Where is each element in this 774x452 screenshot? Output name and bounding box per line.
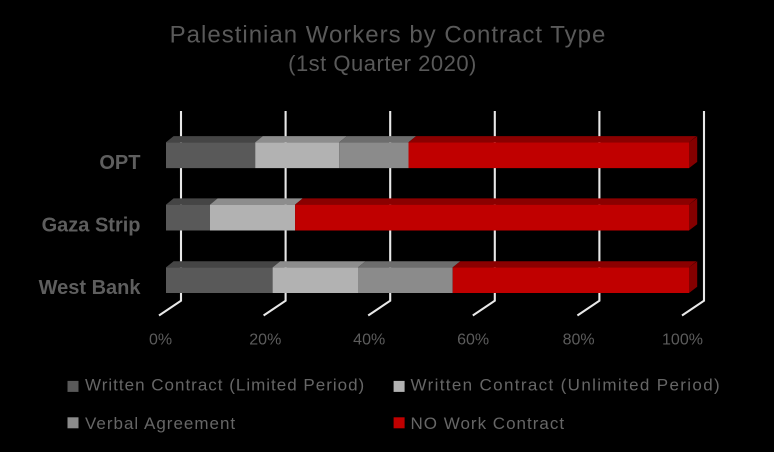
svg-text:100%: 100% bbox=[662, 332, 703, 349]
svg-text:Written Contract (Limited Peri: Written Contract (Limited Period) bbox=[85, 376, 365, 395]
svg-text:West Bank: West Bank bbox=[39, 277, 142, 299]
svg-text:40%: 40% bbox=[353, 332, 385, 349]
svg-text:Verbal Agreement: Verbal Agreement bbox=[85, 414, 236, 433]
svg-text:Written Contract (Unlimited Pe: Written Contract (Unlimited Period) bbox=[411, 376, 722, 395]
svg-text:(1st Quarter 2020): (1st Quarter 2020) bbox=[288, 51, 477, 76]
svg-text:Gaza Strip: Gaza Strip bbox=[42, 215, 141, 237]
svg-text:0%: 0% bbox=[149, 332, 172, 349]
svg-text:NO Work Contract: NO Work Contract bbox=[411, 414, 566, 433]
svg-text:Palestinian Workers by Contrac: Palestinian Workers by Contract Type bbox=[170, 21, 607, 48]
svg-text:60%: 60% bbox=[457, 332, 489, 349]
svg-text:80%: 80% bbox=[563, 332, 595, 349]
svg-text:20%: 20% bbox=[249, 332, 281, 349]
svg-text:OPT: OPT bbox=[99, 152, 140, 174]
